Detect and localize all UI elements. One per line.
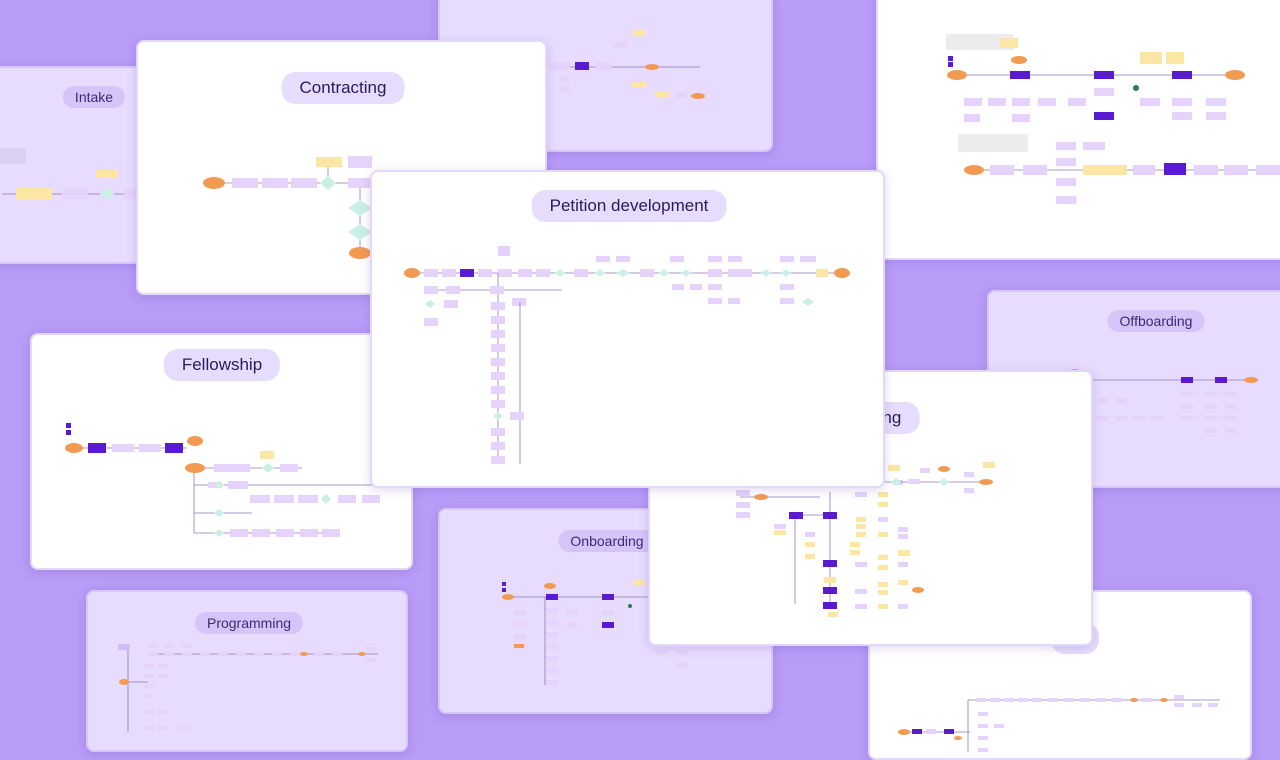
flowchart-top-center (550, 30, 705, 99)
card-programming[interactable]: Programming (86, 590, 408, 752)
flowchart-fellowship (65, 423, 380, 537)
card-title-onboarding: Onboarding (558, 530, 656, 552)
card-title-intake: Intake (62, 86, 126, 108)
flowchart-bottom-right (898, 695, 1220, 752)
flowchart-hiring (736, 462, 995, 617)
flowchart-onboarding (502, 580, 688, 685)
card-top-right[interactable] (876, 0, 1280, 260)
card-petition-development[interactable]: Petition development (370, 170, 885, 488)
flowchart-programming (118, 644, 378, 732)
card-fellowship[interactable]: Fellowship (30, 333, 413, 570)
card-title-petition-development: Petition development (531, 190, 727, 222)
card-title-offboarding: Offboarding (1107, 310, 1205, 332)
card-title-contracting: Contracting (281, 72, 405, 104)
flowchart-contracting (203, 156, 378, 259)
flowchart-top-right (946, 34, 1280, 204)
flowchart-intake (0, 148, 144, 200)
flowchart-petition-development (404, 246, 850, 464)
card-intake[interactable]: Intake (0, 66, 150, 264)
card-title-fellowship: Fellowship (163, 349, 281, 381)
card-title-programming: Programming (194, 612, 304, 634)
flowchart-offboarding (1069, 369, 1258, 433)
